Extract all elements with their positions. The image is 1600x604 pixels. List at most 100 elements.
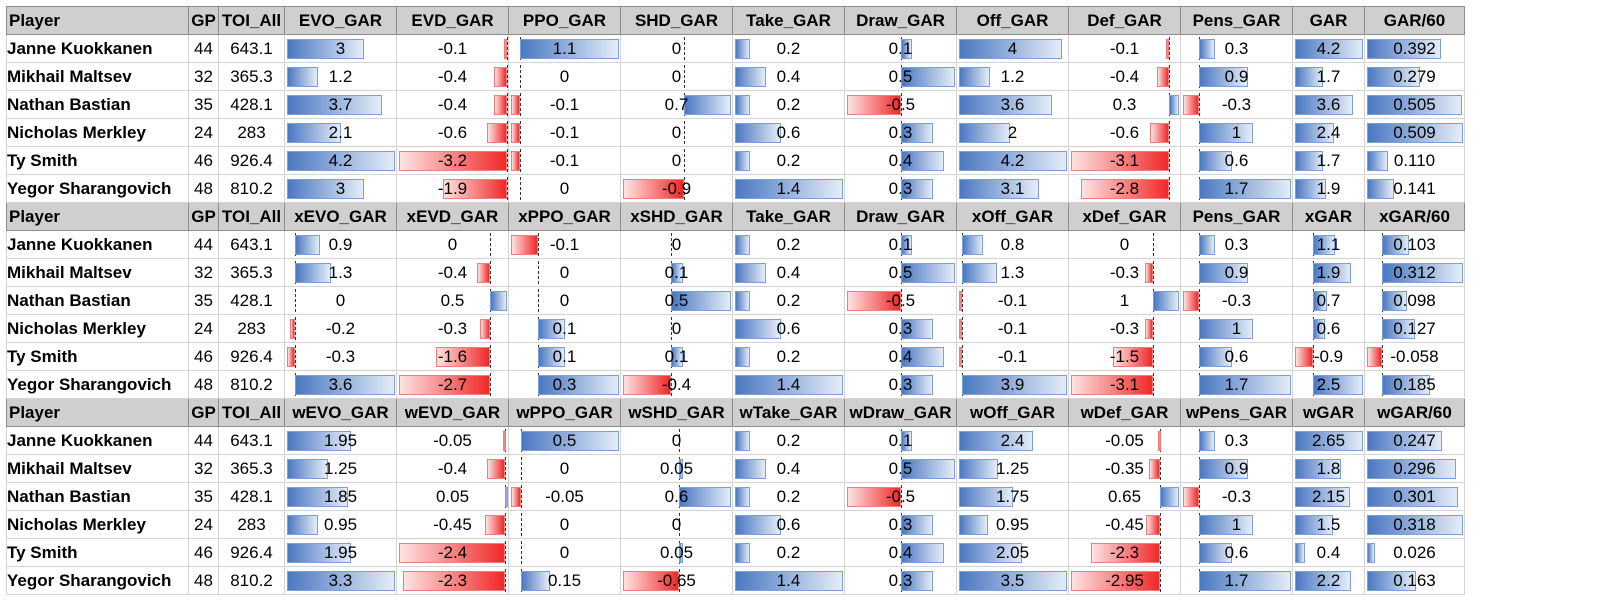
toi-cell[interactable]: 926.4 bbox=[218, 146, 285, 175]
column-header[interactable]: Take_GAR bbox=[732, 202, 845, 231]
gp-cell[interactable]: 32 bbox=[188, 454, 219, 483]
gar-value-cell[interactable]: 0.6 bbox=[1180, 342, 1293, 371]
gar-value-cell[interactable]: 0.392 bbox=[1364, 34, 1465, 63]
column-header[interactable]: wDef_GAR bbox=[1068, 398, 1181, 427]
gar-value-cell[interactable]: -2.8 bbox=[1068, 174, 1181, 203]
column-header[interactable]: wPPO_GAR bbox=[508, 398, 621, 427]
gar-value-cell[interactable]: 0 bbox=[620, 510, 733, 539]
column-header[interactable]: GAR/60 bbox=[1364, 6, 1465, 35]
gar-value-cell[interactable]: 0.2 bbox=[732, 426, 845, 455]
gar-value-cell[interactable]: 2 bbox=[956, 118, 1069, 147]
gar-value-cell[interactable]: 0.4 bbox=[1292, 538, 1365, 567]
gar-value-cell[interactable]: -0.1 bbox=[956, 314, 1069, 343]
player-name-cell[interactable]: Yegor Sharangovich bbox=[6, 370, 189, 399]
gar-value-cell[interactable]: 0.4 bbox=[844, 146, 957, 175]
gar-value-cell[interactable]: 0.1 bbox=[844, 34, 957, 63]
gar-value-cell[interactable]: -0.1 bbox=[508, 230, 621, 259]
gar-value-cell[interactable]: 0.5 bbox=[844, 62, 957, 91]
gar-value-cell[interactable]: 0.2 bbox=[732, 482, 845, 511]
gar-value-cell[interactable]: 0.3 bbox=[844, 314, 957, 343]
gar-value-cell[interactable]: 0 bbox=[508, 286, 621, 315]
gar-value-cell[interactable]: 0.05 bbox=[396, 482, 509, 511]
gar-value-cell[interactable]: 0.3 bbox=[1180, 230, 1293, 259]
gp-cell[interactable]: 46 bbox=[188, 538, 219, 567]
toi-cell[interactable]: 365.3 bbox=[218, 258, 285, 287]
gar-value-cell[interactable]: -0.3 bbox=[1180, 90, 1293, 119]
gar-value-cell[interactable]: 0.2 bbox=[732, 146, 845, 175]
gar-value-cell[interactable]: -0.1 bbox=[1068, 34, 1181, 63]
gar-value-cell[interactable]: 0.9 bbox=[1180, 258, 1293, 287]
toi-cell[interactable]: 643.1 bbox=[218, 34, 285, 63]
column-header[interactable]: xPPO_GAR bbox=[508, 202, 621, 231]
gar-value-cell[interactable]: 1 bbox=[1180, 314, 1293, 343]
gar-value-cell[interactable]: 3.6 bbox=[956, 90, 1069, 119]
gar-value-cell[interactable]: 3.6 bbox=[284, 370, 397, 399]
gar-value-cell[interactable]: -0.4 bbox=[1068, 62, 1181, 91]
column-header[interactable]: xDef_GAR bbox=[1068, 202, 1181, 231]
gar-value-cell[interactable]: 0.4 bbox=[732, 62, 845, 91]
gar-value-cell[interactable]: 0.4 bbox=[844, 538, 957, 567]
column-header[interactable]: xOff_GAR bbox=[956, 202, 1069, 231]
column-header[interactable]: Pens_GAR bbox=[1180, 202, 1293, 231]
gar-value-cell[interactable]: 2.65 bbox=[1292, 426, 1365, 455]
gar-value-cell[interactable]: 0.3 bbox=[844, 566, 957, 595]
gar-value-cell[interactable]: 0.4 bbox=[732, 454, 845, 483]
gar-value-cell[interactable]: 0.9 bbox=[1180, 62, 1293, 91]
gp-cell[interactable]: 46 bbox=[188, 146, 219, 175]
gar-value-cell[interactable]: 3.9 bbox=[956, 370, 1069, 399]
gar-value-cell[interactable]: 2.4 bbox=[1292, 118, 1365, 147]
gar-value-cell[interactable]: 0.098 bbox=[1364, 286, 1465, 315]
gar-value-cell[interactable]: 0.05 bbox=[620, 454, 733, 483]
player-name-cell[interactable]: Mikhail Maltsev bbox=[6, 62, 189, 91]
gar-value-cell[interactable]: 1 bbox=[1180, 510, 1293, 539]
gar-value-cell[interactable]: 0.1 bbox=[844, 426, 957, 455]
gar-value-cell[interactable]: -0.6 bbox=[1068, 118, 1181, 147]
gar-value-cell[interactable]: 0.3 bbox=[844, 510, 957, 539]
player-name-cell[interactable]: Janne Kuokkanen bbox=[6, 230, 189, 259]
gar-value-cell[interactable]: 0.127 bbox=[1364, 314, 1465, 343]
column-header[interactable]: Draw_GAR bbox=[844, 6, 957, 35]
gar-value-cell[interactable]: 0.141 bbox=[1364, 174, 1465, 203]
column-header[interactable]: Player bbox=[6, 398, 189, 427]
gar-value-cell[interactable]: 2.4 bbox=[956, 426, 1069, 455]
gar-value-cell[interactable]: -0.4 bbox=[396, 454, 509, 483]
gar-value-cell[interactable]: 1.95 bbox=[284, 426, 397, 455]
gar-value-cell[interactable]: 1.7 bbox=[1180, 566, 1293, 595]
gar-value-cell[interactable]: 0.1 bbox=[620, 258, 733, 287]
gar-value-cell[interactable]: 0.296 bbox=[1364, 454, 1465, 483]
gar-value-cell[interactable]: 0.505 bbox=[1364, 90, 1465, 119]
gar-value-cell[interactable]: 0 bbox=[620, 146, 733, 175]
gar-value-cell[interactable]: -0.4 bbox=[396, 258, 509, 287]
gar-value-cell[interactable]: 0.8 bbox=[956, 230, 1069, 259]
gar-value-cell[interactable]: 0.2 bbox=[732, 230, 845, 259]
gar-value-cell[interactable]: -0.3 bbox=[396, 314, 509, 343]
gar-value-cell[interactable]: -0.3 bbox=[1180, 286, 1293, 315]
column-header[interactable]: EVO_GAR bbox=[284, 6, 397, 35]
gar-value-cell[interactable]: 0.2 bbox=[732, 34, 845, 63]
gar-value-cell[interactable]: 0.5 bbox=[844, 454, 957, 483]
column-header[interactable]: TOI_All bbox=[218, 398, 285, 427]
gar-value-cell[interactable]: 0.110 bbox=[1364, 146, 1465, 175]
column-header[interactable]: Take_GAR bbox=[732, 6, 845, 35]
toi-cell[interactable]: 810.2 bbox=[218, 174, 285, 203]
column-header[interactable]: xGAR bbox=[1292, 202, 1365, 231]
gar-value-cell[interactable]: 1 bbox=[1180, 118, 1293, 147]
column-header[interactable]: GP bbox=[188, 202, 219, 231]
gar-value-cell[interactable]: 0 bbox=[620, 230, 733, 259]
gar-value-cell[interactable]: -0.5 bbox=[844, 482, 957, 511]
gp-cell[interactable]: 44 bbox=[188, 34, 219, 63]
gar-value-cell[interactable]: 0.103 bbox=[1364, 230, 1465, 259]
gar-value-cell[interactable]: 0.6 bbox=[732, 118, 845, 147]
column-header[interactable]: TOI_All bbox=[218, 202, 285, 231]
gar-value-cell[interactable]: 0 bbox=[620, 62, 733, 91]
gar-value-cell[interactable]: 1.3 bbox=[284, 258, 397, 287]
gar-value-cell[interactable]: -0.65 bbox=[620, 566, 733, 595]
gar-value-cell[interactable]: 0.3 bbox=[1180, 34, 1293, 63]
gar-value-cell[interactable]: 0.1 bbox=[620, 342, 733, 371]
gar-value-cell[interactable]: 1.4 bbox=[732, 566, 845, 595]
toi-cell[interactable]: 428.1 bbox=[218, 286, 285, 315]
gar-value-cell[interactable]: 0.279 bbox=[1364, 62, 1465, 91]
gar-value-cell[interactable]: 1.7 bbox=[1292, 146, 1365, 175]
column-header[interactable]: xGAR/60 bbox=[1364, 202, 1465, 231]
gar-value-cell[interactable]: -0.9 bbox=[620, 174, 733, 203]
